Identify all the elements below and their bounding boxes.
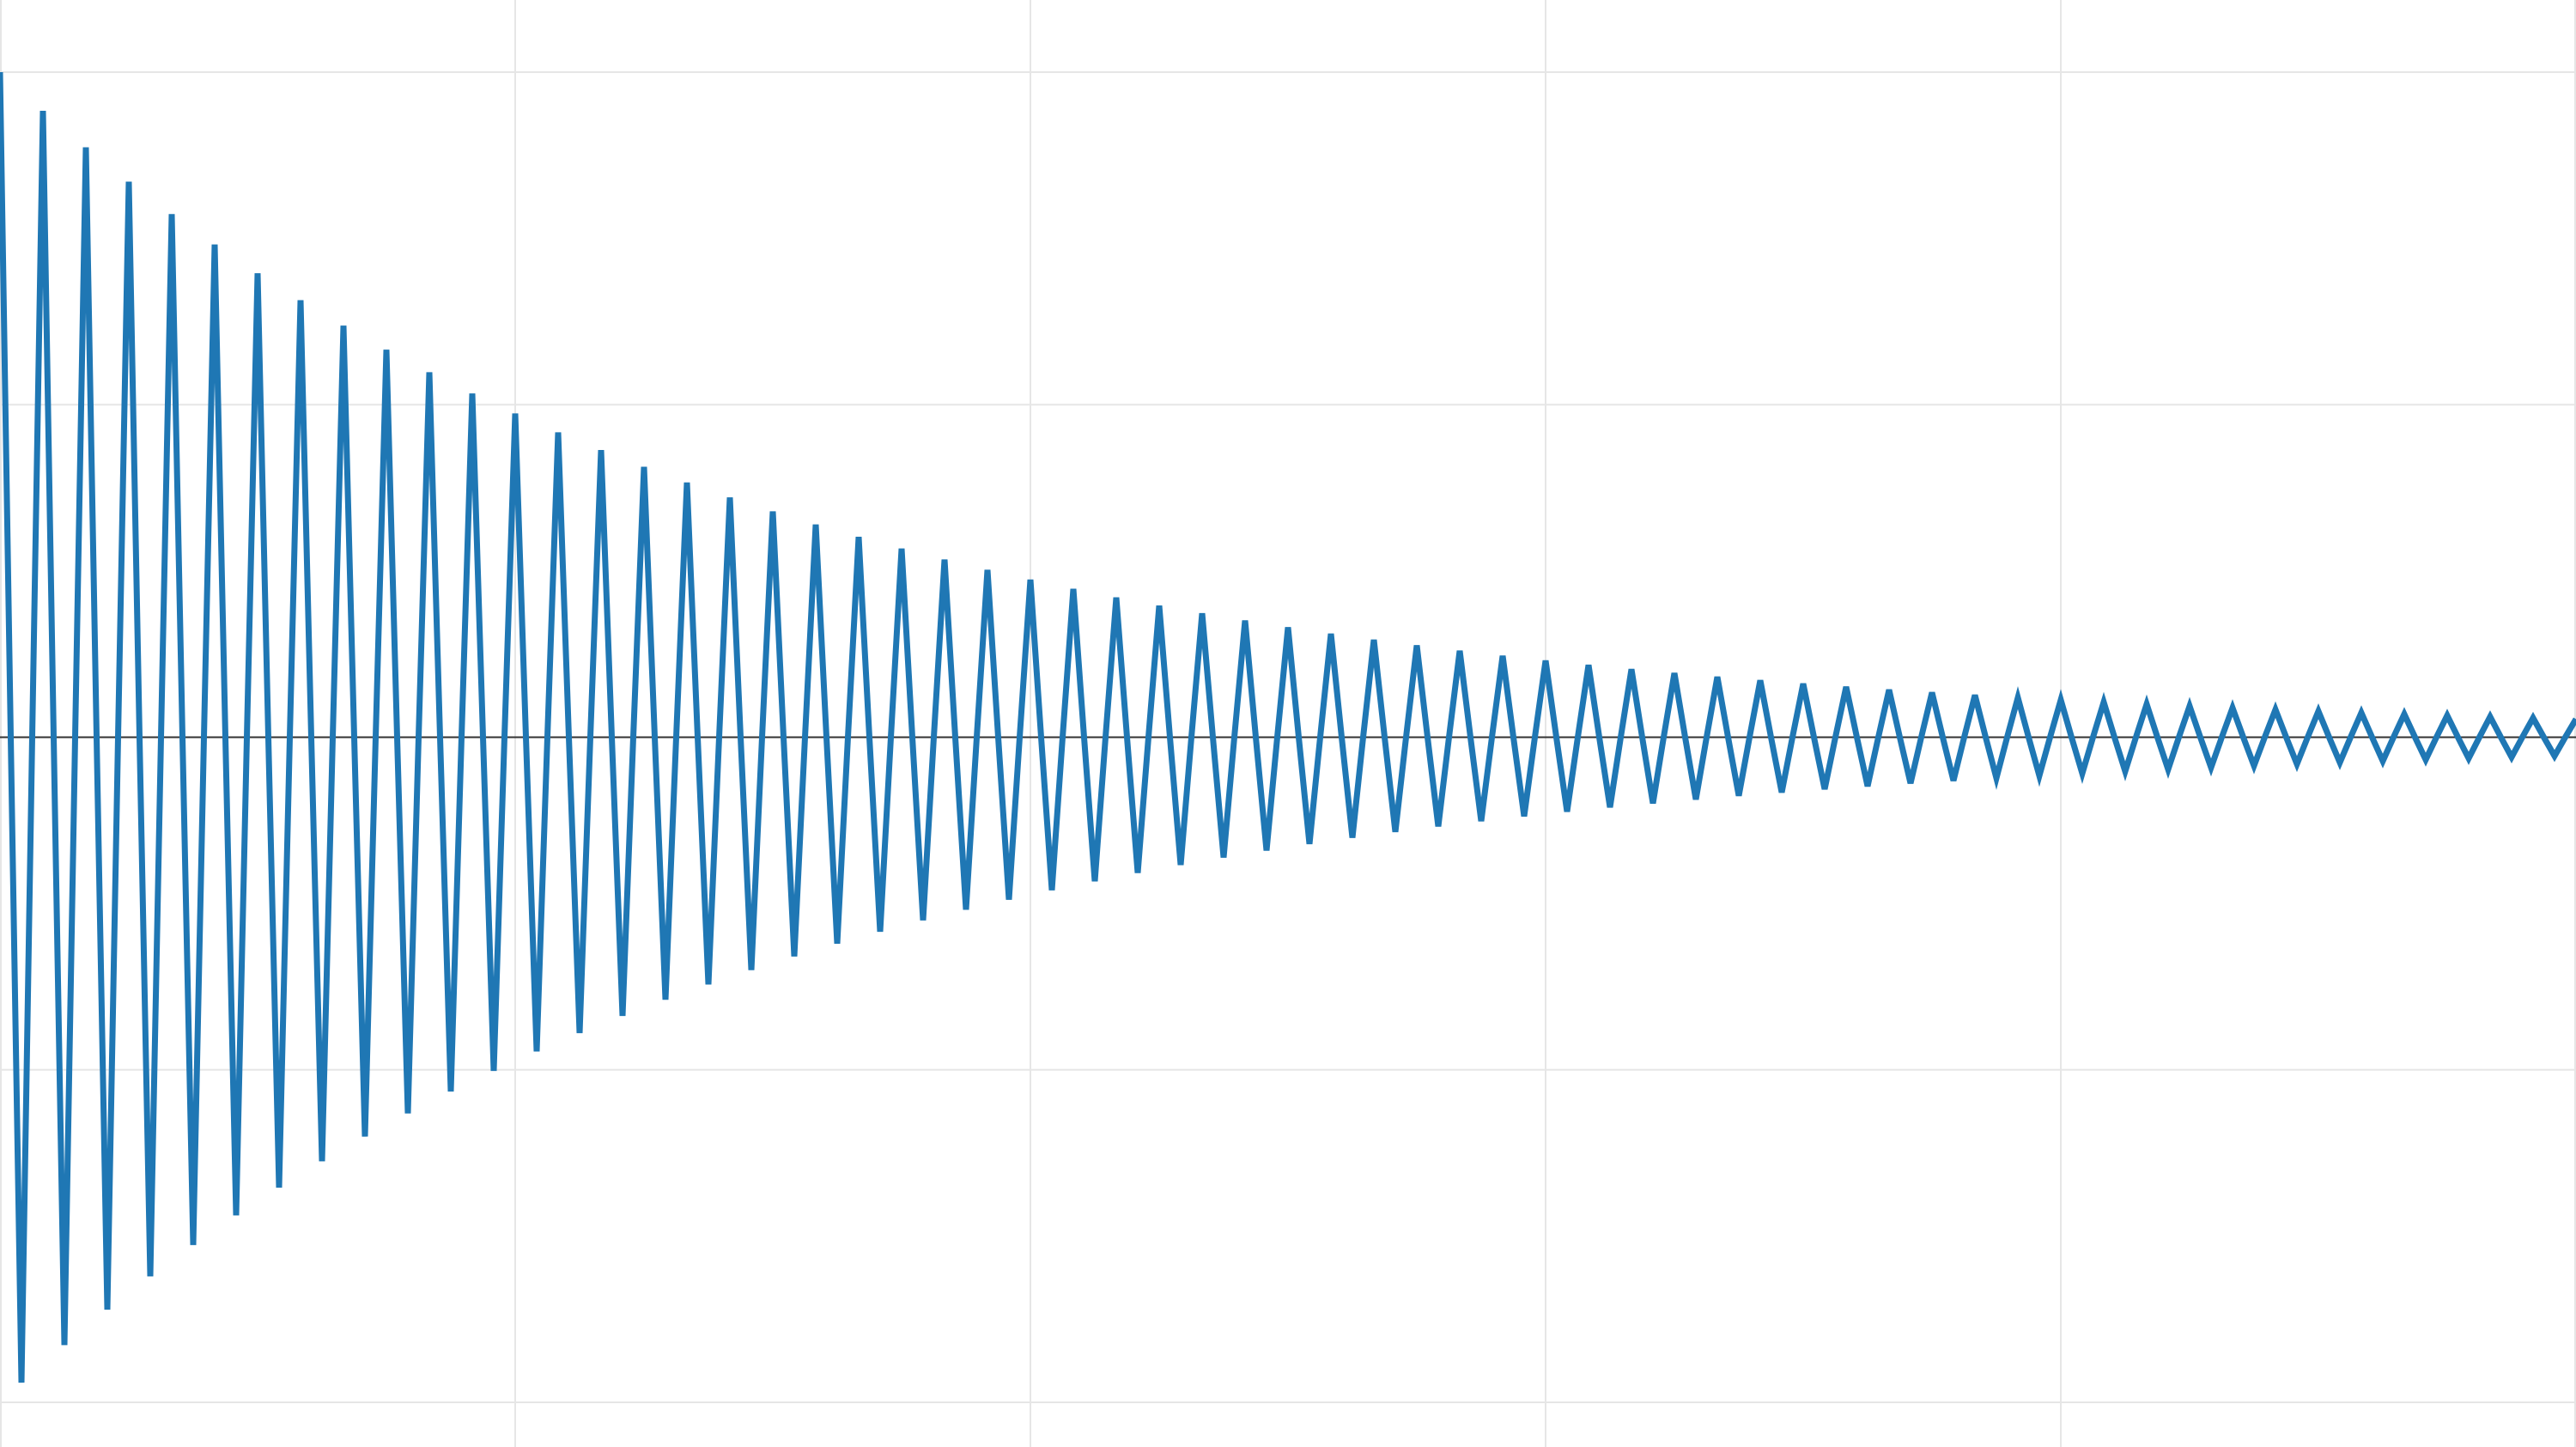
y-gridlines: [0, 71, 2576, 1403]
series-group: [0, 71, 2576, 1383]
series-line: [0, 71, 2576, 1383]
